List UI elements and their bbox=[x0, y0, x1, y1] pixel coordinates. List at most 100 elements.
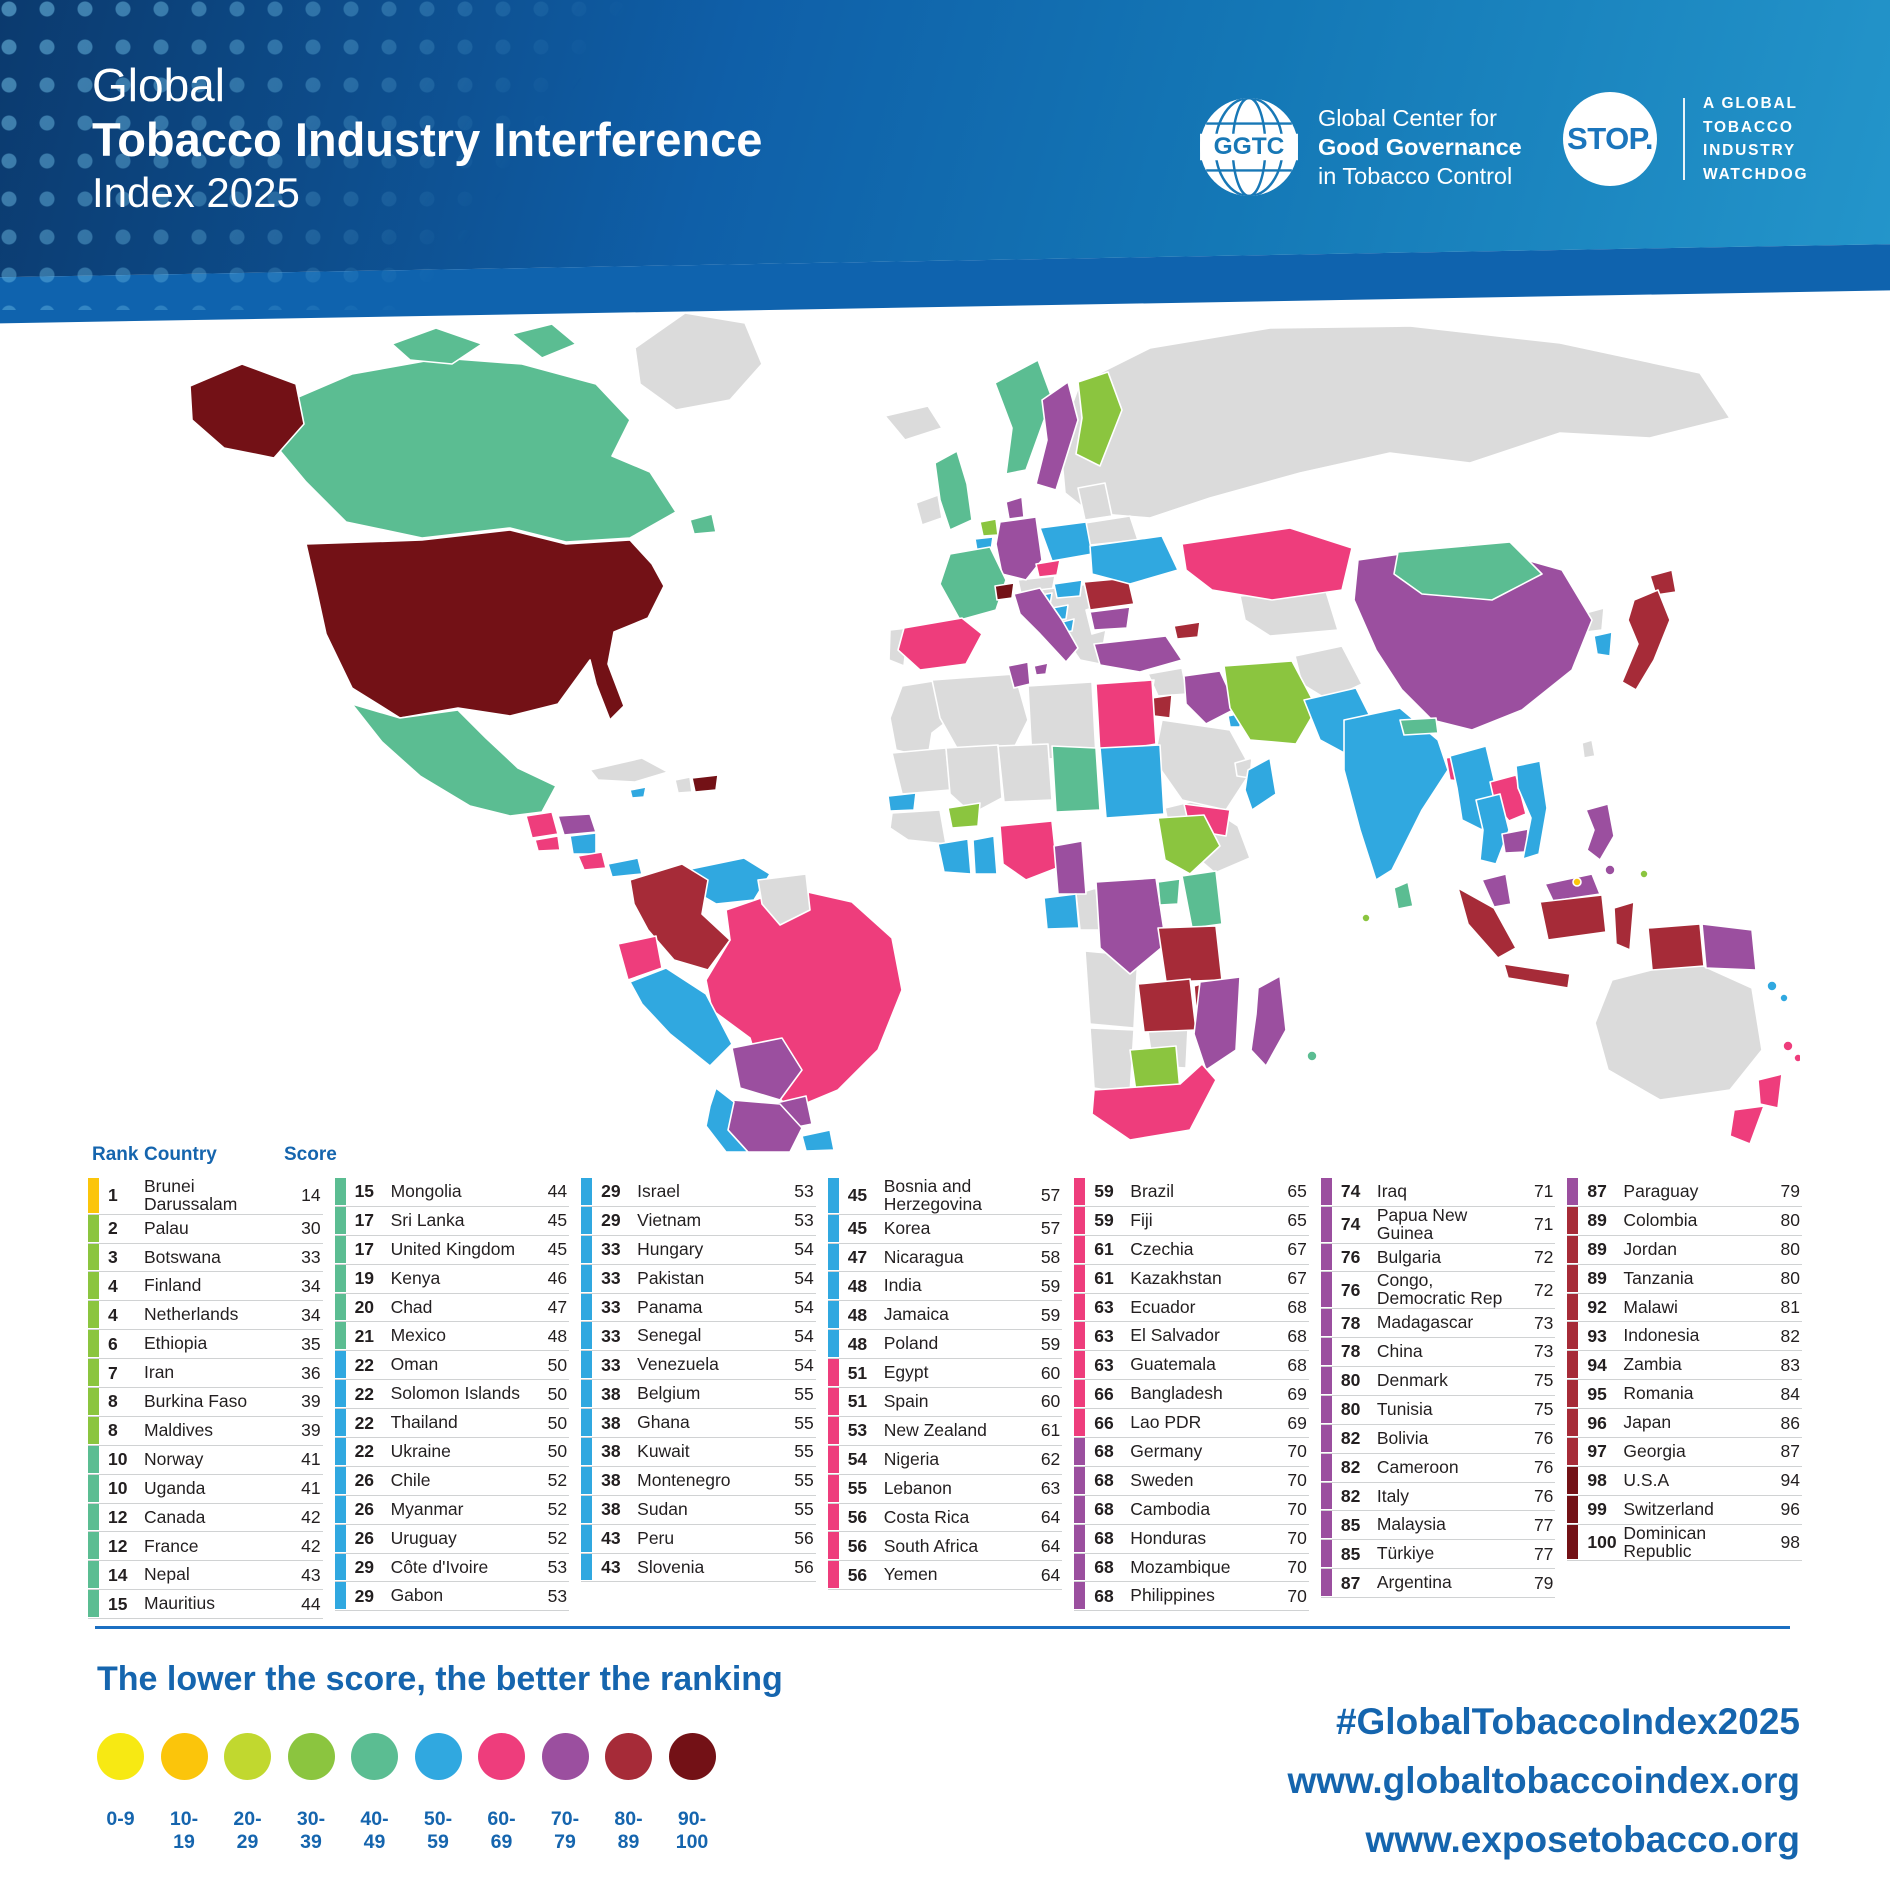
table-row: 10 Norway 41 bbox=[88, 1445, 323, 1475]
rank-cell: 87 bbox=[1340, 1572, 1361, 1593]
legend-band-20-29: 20-29 bbox=[224, 1733, 288, 1854]
rank-cell: 94 bbox=[1587, 1354, 1607, 1375]
map-spain bbox=[897, 617, 983, 671]
country-cell: Maldives bbox=[144, 1419, 214, 1440]
stop-tagline-4: WATCHDOG bbox=[1703, 165, 1809, 183]
table-row: 51 Spain 60 bbox=[827, 1388, 1063, 1417]
table-row: 66 Bangladesh 69 bbox=[1074, 1380, 1309, 1410]
score-cell: 54 bbox=[794, 1239, 814, 1260]
map-kenya bbox=[1181, 870, 1223, 929]
score-cell: 69 bbox=[1287, 1383, 1307, 1404]
score-band-strip bbox=[1074, 1351, 1086, 1379]
score-cell: 52 bbox=[547, 1499, 568, 1520]
score-cell: 79 bbox=[1533, 1572, 1554, 1593]
table-row: 80 Tunisia 75 bbox=[1320, 1395, 1556, 1425]
title-line-3: Index 2025 bbox=[92, 168, 300, 216]
map-canada-arctic-2 bbox=[511, 323, 577, 359]
legend-color-dot bbox=[541, 1733, 589, 1780]
ggtc-globe-icon: GGTC bbox=[1200, 98, 1298, 196]
table-row: 63 Guatemala 68 bbox=[1074, 1351, 1309, 1381]
score-band-strip bbox=[88, 1272, 99, 1300]
score-cell: 50 bbox=[547, 1354, 568, 1375]
world-map bbox=[189, 312, 1800, 1153]
country-cell: Burkina Faso bbox=[144, 1391, 248, 1412]
country-cell: Sudan bbox=[637, 1498, 688, 1519]
rank-cell: 59 bbox=[1094, 1181, 1114, 1202]
map-south-africa bbox=[1091, 1063, 1217, 1141]
score-cell: 72 bbox=[1533, 1247, 1554, 1268]
title-line-1: Global bbox=[92, 59, 225, 111]
score-band-strip bbox=[1320, 1206, 1332, 1242]
table-row: 76 Bulgaria 72 bbox=[1320, 1243, 1556, 1273]
table-row: 26 Myanmar 52 bbox=[334, 1495, 570, 1525]
map-netherlands bbox=[979, 518, 999, 537]
legend-color-dot bbox=[605, 1733, 652, 1780]
score-cell: 65 bbox=[1287, 1181, 1307, 1202]
score-band-strip bbox=[581, 1495, 593, 1523]
rank-cell: 54 bbox=[847, 1449, 868, 1470]
table-row: 12 France 42 bbox=[88, 1532, 323, 1562]
table-row: 38 Kuwait 55 bbox=[581, 1438, 816, 1467]
score-cell: 75 bbox=[1533, 1399, 1554, 1420]
score-cell: 36 bbox=[301, 1362, 321, 1383]
table-row: 14 Nepal 43 bbox=[88, 1561, 323, 1591]
table-row: 22 Thailand 50 bbox=[334, 1409, 570, 1439]
map-uruguay bbox=[801, 1129, 835, 1152]
table-row: 38 Belgium 55 bbox=[581, 1380, 816, 1410]
score-band-strip bbox=[827, 1301, 839, 1329]
map-germany bbox=[995, 516, 1043, 581]
score-band-strip bbox=[1320, 1395, 1332, 1423]
score-cell: 80 bbox=[1780, 1268, 1800, 1289]
country-cell: Malawi bbox=[1623, 1296, 1678, 1317]
map-korea bbox=[1593, 631, 1613, 657]
score-cell: 73 bbox=[1533, 1341, 1554, 1362]
country-cell: Bangladesh bbox=[1130, 1383, 1223, 1404]
table-row: 96 Japan 86 bbox=[1567, 1409, 1802, 1439]
score-cell: 75 bbox=[1533, 1370, 1554, 1391]
ranking-table: 1 Brunei Darussalam 14 2 Palau 30 3 Botswana 33 4… bbox=[88, 1177, 1802, 1620]
table-row: 33 Panama 54 bbox=[581, 1293, 816, 1323]
country-cell: Poland bbox=[883, 1333, 939, 1354]
country-cell: Belgium bbox=[637, 1383, 701, 1404]
score-cell: 55 bbox=[794, 1499, 814, 1520]
rank-cell: 63 bbox=[1094, 1354, 1114, 1375]
country-cell: Ukraine bbox=[390, 1441, 451, 1462]
country-cell: Kuwait bbox=[637, 1441, 690, 1462]
map-tanzania bbox=[1157, 925, 1223, 983]
score-band-strip bbox=[1567, 1524, 1579, 1560]
rank-cell: 98 bbox=[1587, 1470, 1607, 1491]
country-cell: Iraq bbox=[1376, 1181, 1407, 1202]
score-band-strip bbox=[581, 1438, 593, 1465]
score-cell: 42 bbox=[301, 1535, 321, 1556]
rank-cell: 29 bbox=[601, 1181, 621, 1202]
score-band-strip bbox=[88, 1474, 99, 1502]
score-cell: 76 bbox=[1533, 1485, 1554, 1506]
country-cell: Iran bbox=[144, 1362, 175, 1383]
score-band-strip bbox=[88, 1445, 99, 1473]
map-france bbox=[939, 546, 1007, 621]
score-band-strip bbox=[1320, 1511, 1332, 1539]
map-iran bbox=[1223, 660, 1318, 745]
score-cell: 81 bbox=[1780, 1297, 1800, 1317]
score-cell: 56 bbox=[794, 1557, 814, 1578]
score-cell: 41 bbox=[301, 1478, 321, 1499]
score-cell: 70 bbox=[1287, 1470, 1307, 1491]
table-row: 17 United Kingdom 45 bbox=[334, 1235, 570, 1265]
country-cell: Brazil bbox=[1130, 1181, 1175, 1202]
table-row: 74 Iraq 71 bbox=[1320, 1178, 1556, 1207]
table-row: 1 Brunei Darussalam 14 bbox=[88, 1177, 323, 1215]
country-cell: Italy bbox=[1376, 1485, 1409, 1506]
rank-cell: 93 bbox=[1587, 1325, 1607, 1346]
score-cell: 82 bbox=[1780, 1325, 1800, 1346]
rank-cell: 22 bbox=[354, 1383, 375, 1404]
rank-cell: 68 bbox=[1094, 1528, 1114, 1549]
score-band-strip bbox=[1074, 1206, 1086, 1234]
footer-url-1: www.globaltobaccoindex.org bbox=[1287, 1760, 1800, 1801]
map-alaska bbox=[189, 363, 305, 459]
score-band-strip bbox=[1320, 1178, 1332, 1205]
legend-band-90-100: 90-100 bbox=[668, 1733, 733, 1854]
map-solomon-islands-2 bbox=[1779, 993, 1789, 1003]
score-cell: 55 bbox=[794, 1470, 814, 1491]
header-banner: Global Tobacco Industry Interference Ind… bbox=[0, 0, 1890, 330]
legend-band-10-19: 10-19 bbox=[160, 1733, 225, 1854]
